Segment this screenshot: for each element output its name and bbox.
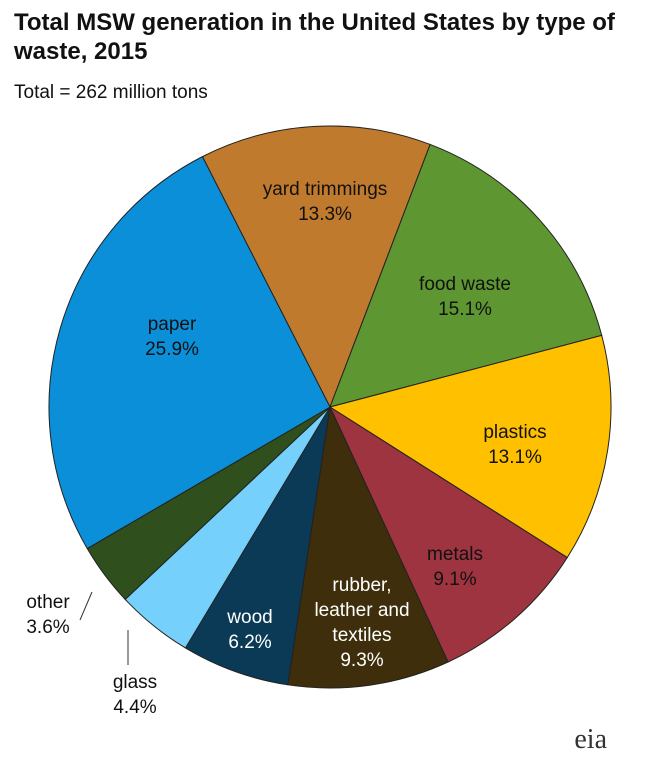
slice-label: metals 9.1% xyxy=(405,542,505,592)
category-label: rubber, leather and textiles xyxy=(314,575,410,646)
slice-label: plastics 13.1% xyxy=(455,420,575,470)
category-label: plastics xyxy=(483,422,547,443)
slice-label: yard trimmings 13.3% xyxy=(235,177,415,227)
category-label: yard trimmings xyxy=(262,179,388,200)
slice-label: rubber, leather and textiles 9.3% xyxy=(307,573,417,673)
value-label: 25.9% xyxy=(145,339,199,360)
chart-subtitle: Total = 262 million tons xyxy=(14,82,208,103)
category-label: metals xyxy=(427,544,483,565)
category-label: glass xyxy=(112,672,158,693)
pie-slice xyxy=(287,405,449,689)
slice-label: glass 4.4% xyxy=(95,670,175,720)
category-label: wood xyxy=(227,607,273,628)
slice-label: paper 25.9% xyxy=(112,312,232,362)
slice-label: other 3.6% xyxy=(8,590,88,640)
value-label: 4.4% xyxy=(113,697,157,718)
value-label: 13.3% xyxy=(298,204,352,225)
pie-slice xyxy=(328,334,612,559)
pie-slice xyxy=(201,125,431,409)
category-label: other xyxy=(26,592,70,613)
pie-slice xyxy=(329,143,603,408)
slice-label: wood 6.2% xyxy=(210,605,290,655)
value-label: 9.1% xyxy=(433,569,477,590)
pie-slice xyxy=(328,405,568,663)
chart-title: Total MSW generation in the United State… xyxy=(14,9,615,65)
value-label: 9.3% xyxy=(340,650,384,671)
value-label: 3.6% xyxy=(26,617,70,638)
leader-line xyxy=(79,591,93,621)
logo: eia xyxy=(574,724,607,755)
value-label: 6.2% xyxy=(228,632,272,653)
category-label: paper xyxy=(147,314,197,335)
category-label: food waste xyxy=(419,274,511,295)
pie-slice xyxy=(48,155,331,550)
slice-label: food waste 15.1% xyxy=(390,272,540,322)
value-label: 13.1% xyxy=(488,447,542,468)
value-label: 15.1% xyxy=(438,299,492,320)
